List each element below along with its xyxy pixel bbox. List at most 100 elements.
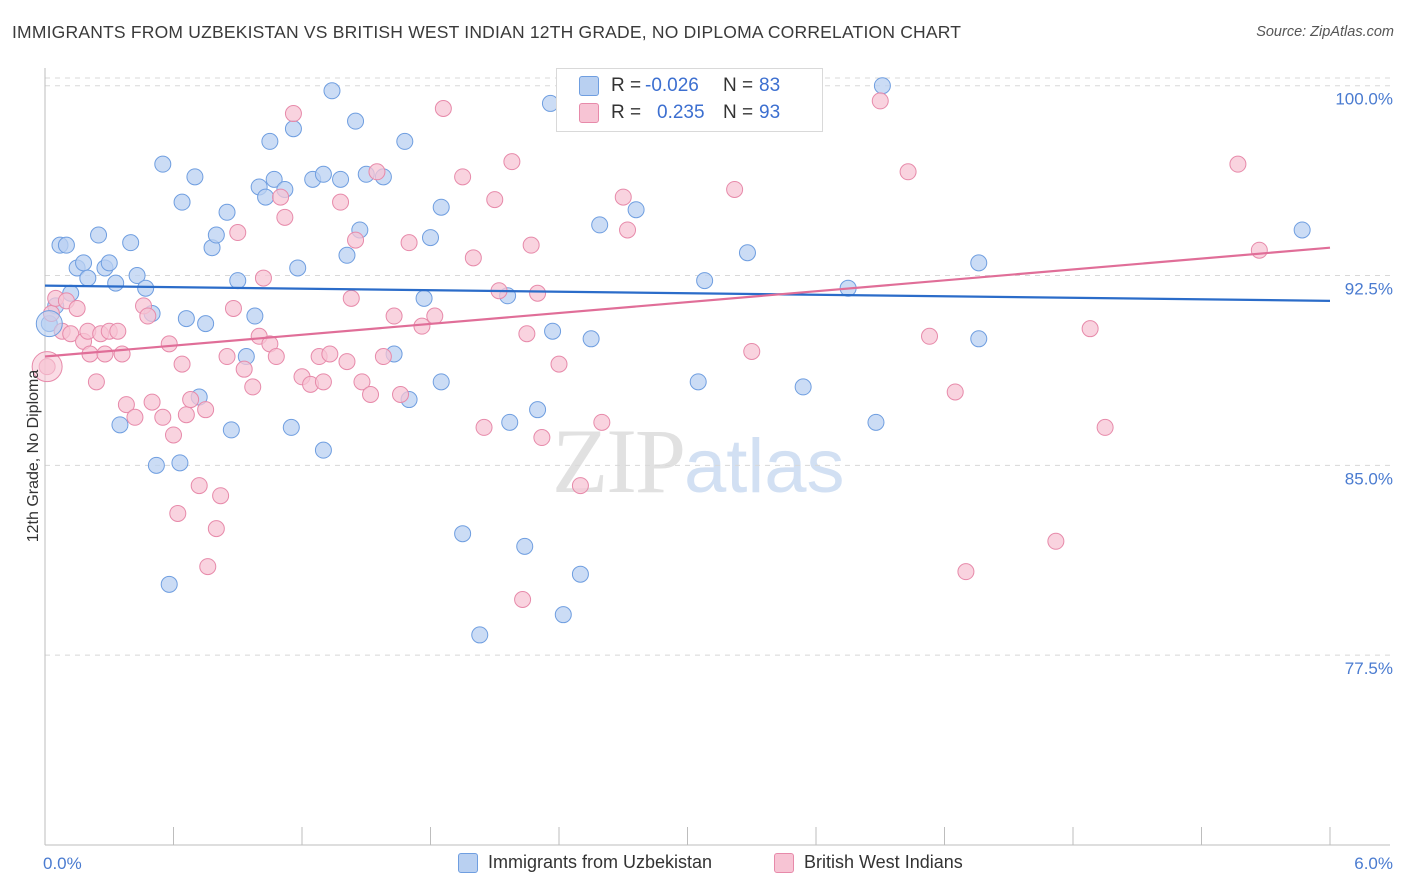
point-british-west-indian [165,426,182,444]
point-uzbekistan [501,413,519,431]
trend-lines [44,246,1331,358]
point-british-west-indian [177,406,195,424]
legend-n-label: N = [723,75,754,96]
point-uzbekistan [591,216,609,234]
point-british-west-indian [199,558,217,576]
point-uzbekistan [154,155,172,173]
legend-r-label: R = [611,75,642,96]
point-uzbekistan [171,454,189,472]
point-uzbekistan [529,401,547,419]
point-uzbekistan [314,441,332,459]
point-british-west-indian [314,373,332,391]
point-uzbekistan [314,165,332,183]
legend-n-label: N = [723,102,754,123]
point-uzbekistan [222,421,240,439]
point-uzbekistan-large [35,310,63,338]
point-uzbekistan [90,226,108,244]
point-british-west-indian [267,348,285,366]
point-uzbekistan [347,112,365,130]
point-british-west-indian [1250,241,1268,259]
point-british-west-indian [276,208,294,226]
point-uzbekistan [627,201,645,219]
point-uzbekistan [454,525,472,543]
point-uzbekistan [218,203,236,221]
point-british-west-indian [353,373,371,391]
legend-n-value: 83 [759,75,781,96]
y-tick-label: 77.5% [1345,659,1393,678]
point-british-west-indian [946,383,964,401]
point-british-west-indian [235,360,253,378]
point-uzbekistan [970,330,988,348]
point-british-west-indian [392,385,410,403]
legend-swatch-pink [579,103,599,123]
point-uzbekistan [338,246,356,264]
point-british-west-indian [197,401,215,419]
point-british-west-indian [160,335,178,353]
trend-line-uzbekistan [44,284,1331,302]
point-uzbekistan [257,188,275,206]
point-uzbekistan [147,456,165,474]
point-uzbekistan [100,254,118,272]
point-british-west-indian [284,105,302,123]
point-british-west-indian [529,284,547,302]
point-british-west-indian [182,391,200,409]
legend-r-value: 0.235 [657,102,705,123]
y-tick-label: 85.0% [1345,469,1393,488]
x-tick-label: 6.0% [1354,854,1393,873]
watermark-zip: ZIP [552,410,686,512]
point-uzbekistan [265,170,283,188]
point-british-west-indian [244,378,262,396]
tick-labels: 100.0% 92.5% 85.0% 77.5% 0.0% 6.0% [43,90,1393,873]
trend-line-british-west-indian [44,246,1331,358]
legend-swatch-pink [774,852,794,873]
point-british-west-indian [342,289,360,307]
point-british-west-indian [190,477,208,495]
point-british-west-indian [619,221,637,239]
point-uzbekistan [422,229,439,247]
point-british-west-indian [338,353,356,371]
point-british-west-indian [475,418,493,436]
point-uzbekistan [794,378,812,396]
point-british-west-indian [224,299,242,317]
point-british-west-indian [126,408,144,426]
point-british-west-indian [207,520,225,538]
chart-title: IMMIGRANTS FROM UZBEKISTAN VS BRITISH WE… [12,22,962,42]
point-british-west-indian [1096,418,1114,436]
y-axis-title: 12th Grade, No Diploma [25,370,42,543]
point-british-west-indian [743,342,761,360]
point-british-west-indian [726,180,744,198]
point-uzbekistan [57,236,75,254]
point-uzbekistan [554,606,572,624]
point-uzbekistan [79,269,97,287]
point-uzbekistan [696,272,714,290]
point-uzbekistan [261,132,279,150]
point-uzbekistan [571,565,589,583]
point-uzbekistan [229,272,247,290]
point-uzbekistan [128,267,146,285]
point-british-west-indian [169,504,187,522]
point-british-west-indian [332,193,350,211]
point-british-west-indian [957,563,975,581]
point-uzbekistan [516,537,534,555]
watermark: ZIPatlas [552,408,845,514]
point-british-west-indian [503,153,521,171]
point-british-west-indian [1081,320,1099,338]
point-uzbekistan [289,259,307,277]
point-british-west-indian [154,408,172,426]
point-british-west-indian [173,355,191,373]
point-uzbekistan [415,289,433,307]
point-uzbekistan [867,413,885,431]
point-british-west-indian [362,385,380,403]
point-uzbekistan [122,234,140,252]
point-british-west-indian [593,413,611,431]
point-uzbekistan [177,310,195,328]
point-british-west-indian [518,325,536,343]
point-british-west-indian [486,191,504,209]
point-british-west-indian [218,348,236,366]
legend-row-uzbekistan: R = -0.026 N = 83 [579,74,780,98]
point-british-west-indian [464,249,482,267]
point-british-west-indian [385,307,403,325]
point-british-west-indian [321,345,339,363]
point-british-west-indian [899,163,917,181]
